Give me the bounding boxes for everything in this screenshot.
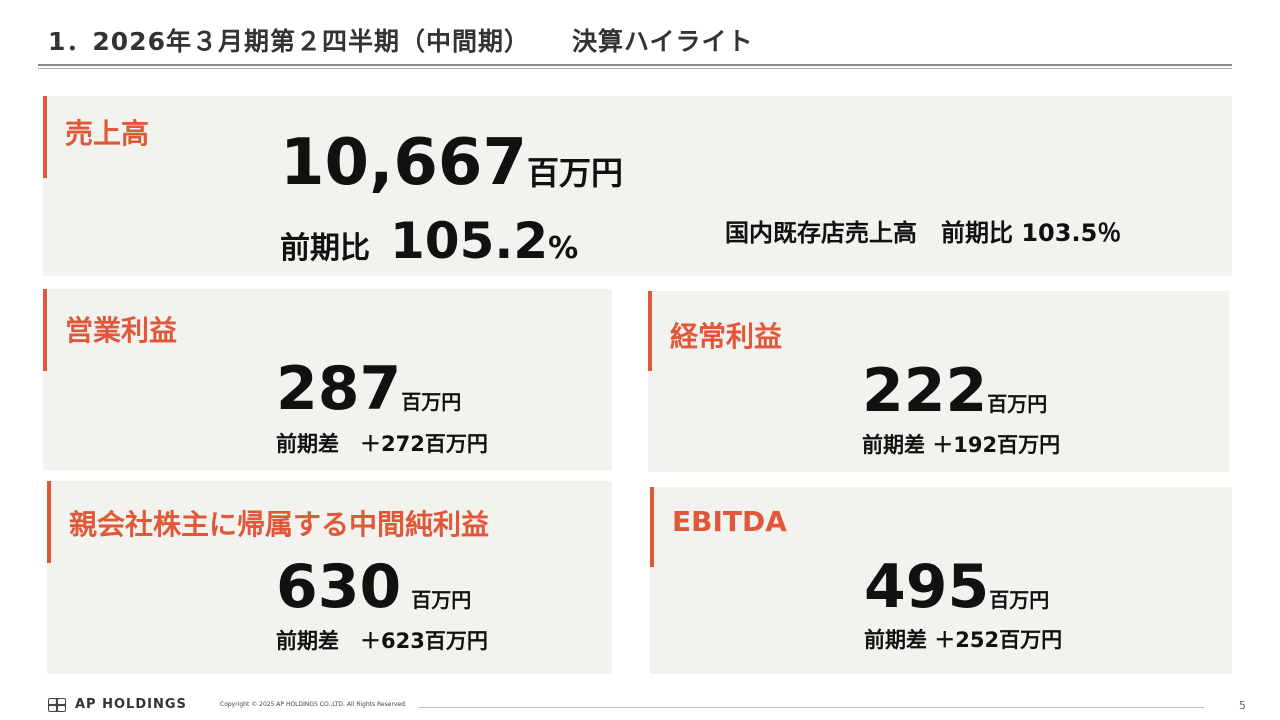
net-profit-unit: 百万円 <box>411 588 472 612</box>
ordinary-profit-value: 222 <box>862 356 988 426</box>
sales-ratio-unit: % <box>548 231 579 266</box>
net-profit-diff: 前期差 ＋623百万円 <box>276 629 488 653</box>
net-profit-value-line: 630 百万円 <box>276 557 471 617</box>
ebitda-card: EBITDA 495百万円 前期差 ＋252百万円 <box>650 487 1232 674</box>
existing-store-sales: 国内既存店売上高 前期比 103.5％ <box>725 219 1122 247</box>
sales-value-line: 10,667百万円 <box>280 131 623 195</box>
ordinary-profit-accent-bar <box>648 291 652 371</box>
net-profit-accent-bar <box>47 481 51 563</box>
operating-profit-unit: 百万円 <box>401 390 462 414</box>
net-profit-label: 親会社株主に帰属する中間純利益 <box>69 508 490 541</box>
sales-ratio-value: 105.2 <box>390 212 549 270</box>
page-title-main: 1．2026年３月期第２四半期（中間期） <box>48 27 530 56</box>
operating-profit-value-line: 287百万円 <box>276 359 461 419</box>
net-profit-card: 親会社株主に帰属する中間純利益 630 百万円 前期差 ＋623百万円 <box>47 481 612 674</box>
operating-profit-value: 287 <box>276 354 402 424</box>
ordinary-profit-unit: 百万円 <box>987 392 1048 416</box>
ebitda-value: 495 <box>864 552 990 622</box>
sales-ratio-label: 前期比 <box>280 231 370 266</box>
operating-profit-label: 営業利益 <box>65 314 178 347</box>
logo-mark-icon <box>48 697 66 712</box>
company-logo: AP HOLDINGS <box>48 697 187 712</box>
ordinary-profit-diff: 前期差 ＋192百万円 <box>862 433 1061 457</box>
sales-card: 売上高 10,667百万円 前期比 105.2% 国内既存店売上高 前期比 103… <box>43 96 1232 276</box>
page-title: 1．2026年３月期第２四半期（中間期） 決算ハイライト <box>48 22 754 58</box>
operating-profit-diff: 前期差 ＋272百万円 <box>276 432 488 456</box>
sales-accent-bar <box>43 96 47 178</box>
logo-text: AP HOLDINGS <box>75 697 187 712</box>
title-divider-thin <box>38 68 1232 69</box>
sales-unit: 百万円 <box>526 154 623 192</box>
ebitda-value-line: 495百万円 <box>864 557 1049 617</box>
footer-divider <box>418 707 1204 708</box>
operating-profit-card: 営業利益 287百万円 前期差 ＋272百万円 <box>43 289 612 470</box>
sales-ratio-line: 前期比 105.2% <box>280 216 578 266</box>
copyright-text: Copyright © 2025 AP HOLDINGS CO.,LTD. Al… <box>220 701 407 708</box>
ordinary-profit-card: 経常利益 222百万円 前期差 ＋192百万円 <box>648 291 1229 472</box>
ebitda-diff: 前期差 ＋252百万円 <box>864 628 1063 652</box>
title-divider <box>38 64 1232 66</box>
ordinary-profit-label: 経常利益 <box>670 320 783 353</box>
net-profit-value: 630 <box>276 552 402 622</box>
page-title-sub: 決算ハイライト <box>571 27 754 56</box>
operating-profit-accent-bar <box>43 289 47 371</box>
ebitda-label: EBITDA <box>672 505 787 538</box>
ordinary-profit-value-line: 222百万円 <box>862 361 1047 421</box>
ebitda-unit: 百万円 <box>989 588 1050 612</box>
page-number: 5 <box>1239 699 1246 712</box>
ebitda-accent-bar <box>650 487 654 567</box>
sales-label: 売上高 <box>65 117 150 150</box>
sales-value: 10,667 <box>280 126 527 200</box>
